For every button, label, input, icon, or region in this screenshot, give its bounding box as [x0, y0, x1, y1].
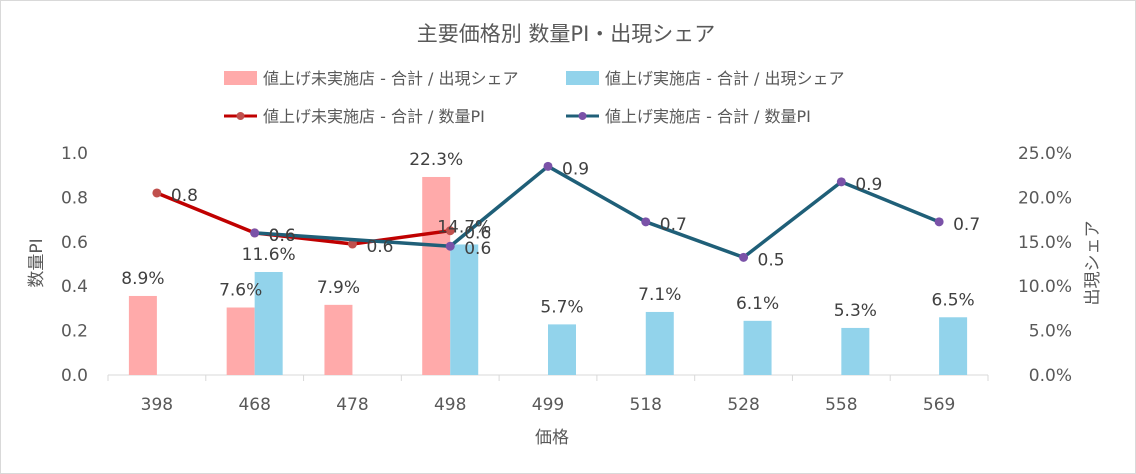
- bar-data-label: 6.5%: [932, 290, 975, 310]
- legend-swatch-bar-0: [224, 71, 257, 85]
- x-tick-label: 499: [532, 395, 564, 415]
- bar-0: [226, 307, 255, 375]
- y-right-tick-label: 20.0%: [1018, 188, 1072, 208]
- line-data-label: 0.7: [660, 215, 687, 235]
- line-point-1: [543, 161, 553, 171]
- bar-data-label: 5.3%: [834, 301, 877, 321]
- line-data-label: 0.6: [464, 239, 491, 259]
- line-data-label: 0.9: [562, 159, 589, 179]
- labels-layer: 8.9% 7.6% 7.9% 22.3% 11.6% 14.7% 5.7% 7.1% 6.1% 5…: [121, 150, 980, 321]
- line-point-0: [445, 226, 455, 236]
- x-tick-label: 518: [630, 395, 662, 415]
- line-data-label: 0.9: [855, 175, 882, 195]
- legend-marker-0: [236, 112, 245, 120]
- y-right-tick-label: 10.0%: [1018, 277, 1072, 297]
- bar-0: [324, 304, 353, 375]
- line-data-label: 0.5: [758, 250, 785, 270]
- y-right-tick-label: 15.0%: [1018, 233, 1072, 253]
- x-tick-label: 478: [336, 395, 368, 415]
- ticks-layer: 0.0 0.2 0.4 0.6 0.8 1.0 0.0% 5.0% 10.0% 15.0% 20.0…: [61, 144, 1072, 415]
- line-series-0: [156, 191, 451, 246]
- legend-label-line-1: 値上げ実施店 - 合計 / 数量PI: [605, 107, 811, 126]
- y-left-tick-label: 0.8: [61, 188, 88, 208]
- bar-data-label: 8.9%: [121, 269, 164, 289]
- y-left-tick-label: 1.0: [61, 144, 88, 164]
- bar-0: [422, 176, 451, 375]
- line-data-label: 0.7: [953, 215, 980, 235]
- legend-marker-1: [578, 112, 587, 120]
- y-left-tick-label: 0.2: [61, 322, 88, 342]
- line-point-0: [152, 188, 162, 198]
- legend-label-bar-1: 値上げ実施店 - 合計 / 出現シェア: [605, 69, 845, 88]
- x-tick-label: 498: [434, 395, 466, 415]
- y-left-tick-label: 0.4: [61, 277, 88, 297]
- line-point-1: [641, 217, 651, 227]
- bar-data-label: 7.1%: [638, 285, 681, 305]
- bar-data-label: 11.6%: [242, 245, 296, 265]
- y-axis-left-title: 数量PI: [27, 238, 47, 287]
- line-point-1: [836, 177, 846, 187]
- x-tick-label: 569: [923, 395, 955, 415]
- y-right-tick-label: 25.0%: [1018, 144, 1072, 164]
- bar-data-label: 7.6%: [219, 281, 262, 301]
- chart-title: 主要価格別 数量PI・出現シェア: [417, 22, 716, 46]
- bar-data-label: 7.9%: [317, 278, 360, 298]
- y-left-tick-label: 0.6: [61, 233, 88, 253]
- y-right-tick-label: 0.0%: [1029, 366, 1072, 386]
- bar-1: [743, 320, 772, 375]
- bar-1: [450, 244, 479, 375]
- y-left-tick-label: 0.0: [61, 366, 88, 386]
- line-point-1: [739, 252, 749, 262]
- line-data-label: 0.6: [269, 226, 296, 246]
- x-tick-label: 528: [727, 395, 759, 415]
- line-data-label: 0.6: [366, 237, 393, 257]
- legend: 値上げ未実施店 - 合計 / 出現シェア 値上げ実施店 - 合計 / 出現シェア…: [224, 69, 845, 126]
- x-tick-label: 468: [238, 395, 270, 415]
- bar-1: [939, 317, 968, 375]
- x-tick-label: 398: [141, 395, 173, 415]
- legend-label-line-0: 値上げ未実施店 - 合計 / 数量PI: [263, 107, 485, 126]
- bar-data-label: 14.7%: [437, 217, 491, 237]
- line-data-label: 0.6: [269, 226, 296, 246]
- line-point-0: [347, 239, 357, 249]
- bar-data-label: 5.7%: [540, 297, 583, 317]
- bar-1: [645, 311, 674, 375]
- bars-layer: [128, 176, 968, 375]
- line-point-1: [250, 228, 260, 238]
- bar-data-label: 6.1%: [736, 294, 779, 314]
- lines-layer: [152, 161, 944, 262]
- y-axis-right-title: 出現シェア: [1083, 221, 1103, 306]
- bar-1: [548, 324, 576, 375]
- bar-data-label: 22.3%: [409, 150, 463, 170]
- bar-1: [841, 327, 870, 375]
- line-point-1: [934, 217, 944, 227]
- line-data-label: 0.6: [464, 224, 491, 244]
- y-right-tick-label: 5.0%: [1029, 322, 1072, 342]
- x-axis-title: 価格: [535, 428, 569, 448]
- bar-0: [128, 295, 157, 375]
- bar-1: [254, 271, 283, 375]
- legend-swatch-bar-1: [566, 71, 599, 85]
- x-tick-label: 558: [825, 395, 857, 415]
- line-point-1: [445, 241, 455, 251]
- line-data-label: 0.8: [171, 186, 198, 206]
- legend-label-bar-0: 値上げ未実施店 - 合計 / 出現シェア: [263, 69, 519, 88]
